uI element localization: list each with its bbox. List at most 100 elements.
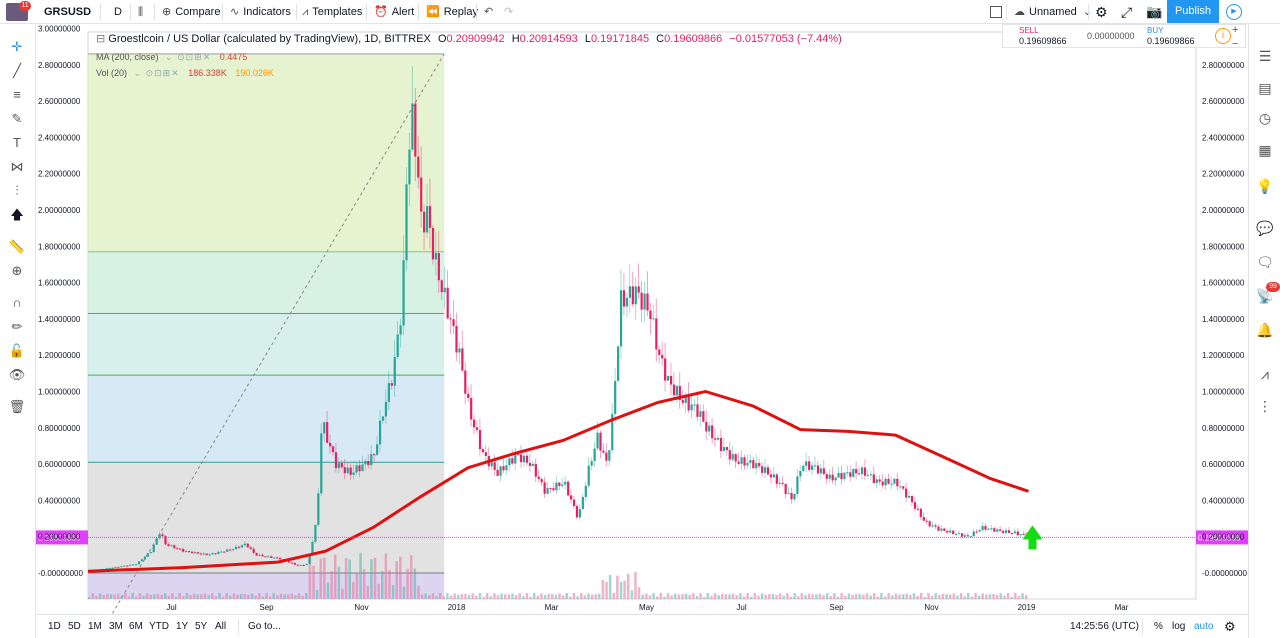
chart-area[interactable]: 0.196098660.196098663.000000003.00000000…: [36, 24, 1248, 614]
volume-bar: [768, 594, 771, 599]
utc-time[interactable]: 14:25:56 (UTC): [1070, 621, 1139, 632]
message-icon[interactable]: 🗨: [1256, 254, 1274, 270]
candle-body: [343, 467, 346, 474]
range-ytd[interactable]: YTD: [149, 621, 169, 632]
ruler-icon[interactable]: 📏: [8, 239, 26, 254]
legend-buttons[interactable]: ⌄ ⊙⊡⊞✕: [133, 68, 180, 78]
collapse-icon[interactable]: ⊟: [96, 33, 106, 45]
volume-bar: [825, 593, 829, 599]
price-chart[interactable]: 0.196098660.196098663.000000003.00000000…: [36, 24, 1248, 614]
prediction-icon[interactable]: ⫶: [15, 183, 19, 198]
range-1m[interactable]: 1M: [88, 621, 102, 632]
snapshot-button[interactable]: 📷: [1146, 0, 1162, 24]
fib-retracement-icon[interactable]: ≡: [13, 87, 21, 102]
grid-icon[interactable]: ⋮: [1258, 398, 1272, 414]
candle-body: [837, 472, 840, 478]
info-icon[interactable]: i: [1215, 28, 1231, 44]
brush-icon[interactable]: ✎: [11, 111, 23, 126]
auto-toggle[interactable]: auto: [1194, 621, 1214, 632]
replay-button[interactable]: ⏪ Replay: [426, 0, 478, 24]
range-5d[interactable]: 5D: [68, 621, 81, 632]
text-icon[interactable]: T: [13, 135, 21, 150]
clock-icon[interactable]: ◷: [1258, 110, 1272, 126]
candle-body: [408, 149, 411, 185]
candle-body: [666, 375, 670, 381]
range-1d[interactable]: 1D: [48, 621, 61, 632]
candles-style-button[interactable]: ⫼: [138, 0, 147, 24]
compare-button[interactable]: ⊕ Compare: [162, 0, 220, 24]
layout-menu-button[interactable]: ☁ Unnamed ⌄: [1014, 0, 1096, 24]
undo-button[interactable]: ↶: [484, 0, 493, 24]
volume-bar: [355, 573, 359, 599]
news-icon[interactable]: ▤: [1258, 80, 1272, 96]
lock-drawings-icon[interactable]: ✏: [11, 319, 23, 334]
chart-settings-button[interactable]: ⚙: [1224, 615, 1236, 638]
toolbar-divider: [1142, 619, 1143, 635]
symbol-search-button[interactable]: GRSUSD: [44, 6, 92, 18]
candle-body: [190, 551, 194, 554]
candle-body: [440, 280, 443, 293]
volume-bar: [847, 593, 851, 599]
drawing-toolbar: ✛ ╱ ≡ ✎ T ⋈ ⫶ 🡅 📏 ⊕ ∩ ✏ 🔓 👁 🗑: [0, 24, 36, 638]
trash-icon[interactable]: 🗑: [8, 399, 26, 414]
volume-bar: [905, 593, 909, 599]
bell-icon[interactable]: 🔔: [1256, 322, 1274, 338]
crosshair-icon[interactable]: ✛: [11, 39, 23, 54]
candle-body: [772, 474, 776, 478]
candle-body: [925, 520, 928, 522]
candle-body: [223, 551, 226, 553]
candle-body: [564, 481, 567, 485]
volume-bar: [706, 593, 710, 599]
arrow-up-icon[interactable]: 🡅: [10, 207, 24, 222]
pattern-icon[interactable]: ⋈: [10, 159, 24, 174]
range-3m[interactable]: 3M: [109, 621, 123, 632]
zoom-in-icon[interactable]: ⊕: [11, 263, 23, 278]
plus-icon[interactable]: +: [1232, 24, 1239, 36]
sell-value[interactable]: 0.19609866: [1019, 36, 1067, 46]
right-sidebar: ☰ ▤ ◷ ▦ 💡 💬 🗨 📡 99 🔔 ⩘ ⋮: [1248, 24, 1280, 638]
lightbulb-icon[interactable]: 💡: [1256, 178, 1274, 194]
alert-button[interactable]: ⏰ Alert: [374, 0, 414, 24]
chat-icon[interactable]: 💬: [1256, 220, 1274, 236]
magnet-icon[interactable]: ∩: [12, 295, 22, 310]
redo-button[interactable]: ↷: [504, 0, 513, 24]
buy-label[interactable]: BUY: [1147, 26, 1164, 35]
candle-body: [996, 529, 999, 532]
percent-toggle[interactable]: %: [1154, 621, 1163, 632]
chart-line-icon[interactable]: ⩘: [1261, 366, 1269, 382]
top-toolbar: 11 GRSUSD D ⫼ ⊕ Compare ∿ Indicators ⩘ Temp…: [0, 0, 1280, 24]
legend-buttons[interactable]: ⌄ ⊙⊡⊞✕: [165, 52, 212, 62]
templates-button[interactable]: ⩘ Templates: [302, 0, 362, 24]
publish-button[interactable]: Publish: [1167, 0, 1219, 23]
range-5y[interactable]: 5Y: [195, 621, 208, 632]
vol-label[interactable]: Vol (20): [96, 68, 128, 78]
goto-button[interactable]: Go to...: [248, 621, 281, 632]
volume-bar: [739, 593, 742, 599]
calendar-icon[interactable]: ▦: [1258, 142, 1272, 158]
settings-button[interactable]: ⚙: [1095, 0, 1108, 24]
broadcast-icon[interactable]: 📡: [1256, 288, 1274, 304]
log-toggle[interactable]: log: [1172, 621, 1186, 632]
y-axis-tick-right: 2.20000000: [1202, 170, 1245, 179]
candle-body: [763, 467, 767, 473]
minus-icon[interactable]: −: [1232, 38, 1239, 50]
volume-bar: [641, 594, 644, 599]
range-1y[interactable]: 1Y: [176, 621, 189, 632]
candle-body: [966, 535, 969, 537]
buy-value[interactable]: 0.19609866: [1147, 36, 1195, 46]
unlock-icon[interactable]: 🔓: [8, 343, 26, 358]
eye-icon[interactable]: 👁: [8, 367, 26, 382]
watchlist-icon[interactable]: ☰: [1258, 48, 1272, 64]
volume-bar: [113, 594, 116, 599]
play-icon[interactable]: ▶: [1226, 4, 1242, 20]
fullscreen-button[interactable]: ⤢: [1121, 0, 1132, 24]
ma-label[interactable]: MA (200, close): [96, 52, 159, 62]
range-6m[interactable]: 6M: [129, 621, 143, 632]
trend-line-icon[interactable]: ╱: [13, 63, 21, 78]
volume-bar: [305, 593, 308, 599]
fullscreen-toggle[interactable]: [990, 0, 1002, 24]
interval-button[interactable]: D: [114, 6, 122, 18]
indicators-button[interactable]: ∿ Indicators: [230, 0, 291, 24]
sell-label[interactable]: SELL: [1019, 26, 1039, 35]
range-all[interactable]: All: [215, 621, 227, 632]
